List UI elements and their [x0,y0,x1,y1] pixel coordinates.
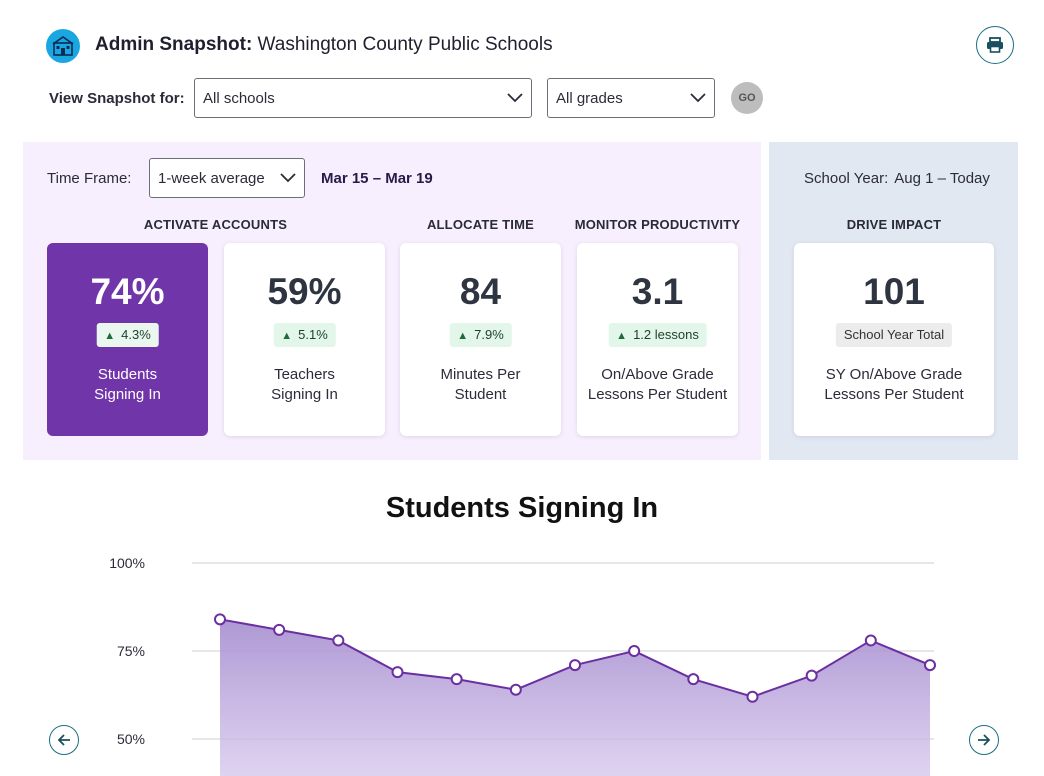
metric-card-sy-lessons-per-student[interactable]: 101 School Year Total SY On/Above Grade L… [794,243,994,436]
metric-label-line-1: Minutes Per [440,366,521,383]
y-tick-label: 100% [109,555,145,571]
school-year-label-text: School Year: [804,170,889,187]
delta-value: 5.1% [298,327,328,342]
time-frame-select-value: 1-week average [158,169,265,187]
chart-title: Students Signing In [385,492,659,524]
view-snapshot-label: View Snapshot for: [49,90,185,107]
metric-label: Minutes Per Student [406,365,555,405]
metric-label-line-1: Teachers [274,366,335,383]
up-triangle-icon: ▲ [616,330,628,342]
up-triangle-icon: ▲ [281,330,293,342]
district-logo [46,29,80,63]
metric-label-line-2: Signing In [94,386,161,403]
students-signing-in-chart: 100% 75% 50% [109,555,936,776]
metric-value: 74% [90,271,165,312]
delta-badge: ▲ 4.3% [96,323,159,347]
data-point[interactable] [450,673,463,686]
previous-button[interactable] [49,725,79,755]
metric-card-teachers-signing-in[interactable]: 59% ▲ 5.1% Teachers Signing In [224,243,385,436]
grade-select-value: All grades [556,89,623,107]
section-monitor-productivity: MONITOR PRODUCTIVITY [574,217,741,232]
delta-value: 7.9% [474,327,504,342]
data-point[interactable] [864,634,877,647]
chevron-down-icon [507,93,523,103]
metric-value: 101 [863,271,925,312]
time-frame-select[interactable]: 1-week average [149,158,305,198]
metric-label-line-2: Lessons Per Student [824,386,964,403]
metric-card-minutes-per-student[interactable]: 84 ▲ 7.9% Minutes Per Student [400,243,561,436]
delta-badge: ▲ 5.1% [273,323,336,347]
section-drive-impact: DRIVE IMPACT [846,217,942,232]
metric-card-lessons-per-student[interactable]: 3.1 ▲ 1.2 lessons On/Above Grade Lessons P… [577,243,738,436]
y-tick-label: 75% [117,643,145,659]
section-activate-accounts: ACTIVATE ACCOUNTS [143,217,288,232]
up-triangle-icon: ▲ [104,330,116,342]
metric-label: SY On/Above Grade Lessons Per Student [800,365,988,405]
section-allocate-time: ALLOCATE TIME [426,217,535,232]
y-tick-label: 50% [117,731,145,747]
metric-label-line-1: SY On/Above Grade [825,366,963,383]
delta-value: 4.3% [121,327,151,342]
data-point[interactable] [214,613,226,626]
metric-card-students-signing-in[interactable]: 74% ▲ 4.3% Students Signing In [47,243,208,436]
data-point[interactable] [805,669,818,682]
chevron-down-icon [690,93,706,103]
series-area [220,619,930,776]
data-point[interactable] [332,634,345,647]
arrow-right-icon [978,734,991,746]
metric-label: Students Signing In [53,365,202,405]
go-button[interactable]: GO [731,82,763,114]
school-select[interactable]: All schools [194,78,532,118]
data-point[interactable] [391,666,404,679]
delta-value: 1.2 lessons [633,327,699,342]
metric-label: On/Above Grade Lessons Per Student [583,365,732,405]
page-title-district: Washington County Public Schools [252,34,553,55]
data-point[interactable] [628,645,641,657]
data-point[interactable] [746,690,759,703]
metric-label-line-2: Student [454,386,507,403]
metric-label-line-2: Lessons Per Student [587,386,728,403]
metric-value: 84 [459,271,502,312]
metric-label-line-1: Students [97,366,158,383]
school-select-value: All schools [203,89,275,107]
data-point[interactable] [509,683,522,696]
page-title: Admin Snapshot: Washington County Public… [95,34,553,56]
data-point[interactable] [924,659,936,672]
metric-value: 3.1 [631,271,684,312]
next-button[interactable] [969,725,999,755]
delta-badge: ▲ 7.9% [449,323,512,347]
metric-label: Teachers Signing In [230,365,379,405]
metric-value: 59% [267,271,342,312]
data-point[interactable] [273,623,286,636]
delta-badge: ▲ 1.2 lessons [608,323,707,347]
page-title-bold: Admin Snapshot: [95,34,253,55]
data-point[interactable] [687,673,700,686]
up-triangle-icon: ▲ [457,330,469,342]
arrow-left-icon [57,734,70,746]
school-year-value: Aug 1 – Today [894,170,990,187]
grade-select[interactable]: All grades [547,78,715,118]
data-point[interactable] [569,659,581,672]
metric-label-line-1: On/Above Grade [601,366,714,383]
date-range: Mar 15 – Mar 19 [321,170,433,187]
time-frame-label: Time Frame: [47,170,132,187]
school-year-total-badge: School Year Total [835,323,953,347]
chevron-down-icon [280,173,296,183]
school-building-icon [52,36,74,56]
printer-icon [987,37,1003,53]
print-button[interactable] [976,26,1014,64]
school-year-label: School Year: Aug 1 – Today [804,170,990,187]
metric-label-line-2: Signing In [271,386,338,403]
